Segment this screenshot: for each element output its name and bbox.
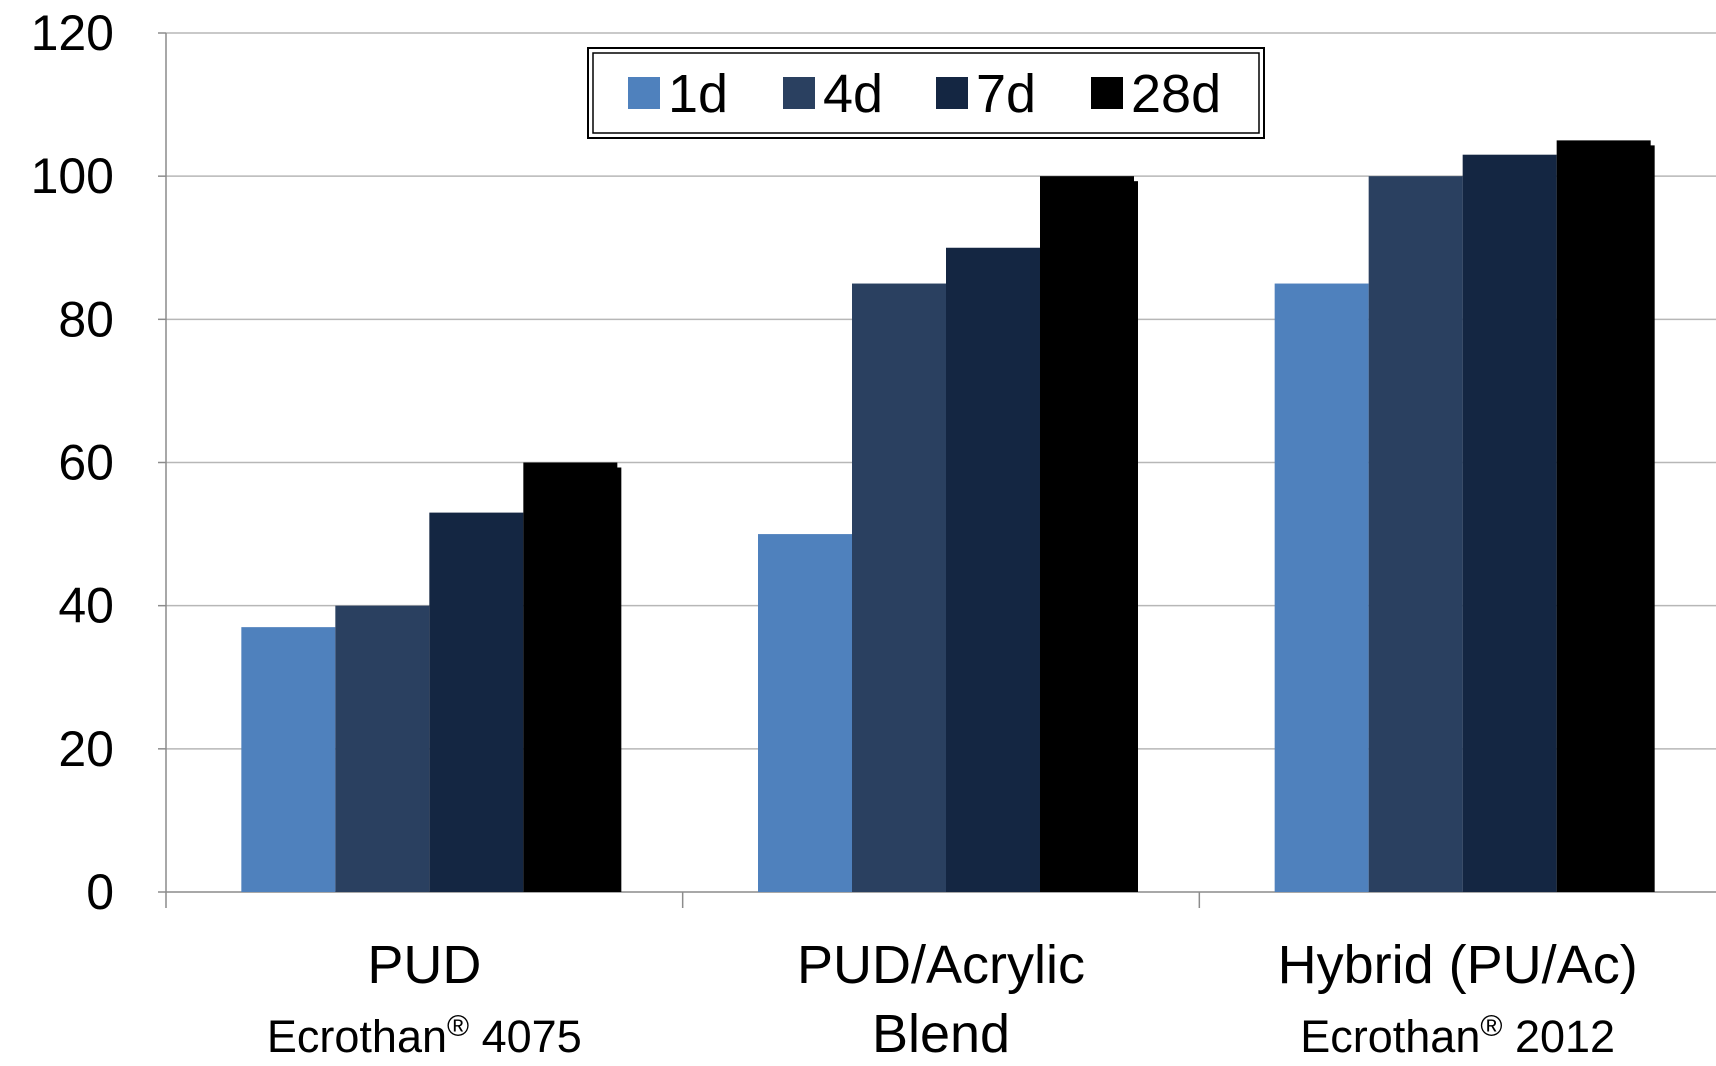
bar-1d-0 [241, 627, 336, 892]
y-tick-label: 40 [58, 578, 114, 634]
bar-4d-0 [335, 605, 430, 892]
category-sublabel: Ecrothan® 2012 [1300, 1010, 1615, 1063]
bar-28d-1 [1040, 176, 1134, 892]
category-sublabel-tail: 2012 [1502, 1011, 1615, 1062]
registered-mark: ® [447, 1010, 469, 1043]
bar-7d-0 [429, 512, 524, 892]
category-label: PUD [367, 935, 481, 995]
bar-7d-2 [1462, 154, 1557, 893]
bar-4d-2 [1368, 176, 1463, 892]
category-sublabel-main: Blend [872, 1004, 1010, 1064]
category-label: Hybrid (PU/Ac) [1278, 935, 1638, 995]
legend-label-7d: 7d [976, 64, 1036, 124]
y-tick-label: 120 [31, 5, 114, 61]
legend-swatch-1d [628, 77, 660, 109]
y-tick-label: 100 [31, 148, 114, 204]
category-sublabel: Blend [872, 1004, 1010, 1064]
legend-swatch-4d [783, 77, 815, 109]
bar-1d-1 [758, 534, 852, 892]
y-tick-labels: 0 20 40 60 80 100 120 [31, 5, 114, 920]
legend-label-28d: 28d [1131, 64, 1221, 124]
legend-label-4d: 4d [823, 64, 883, 124]
bar-1d-2 [1274, 283, 1369, 893]
bar-4d-1 [852, 283, 946, 893]
category-label: PUD/Acrylic [797, 935, 1085, 995]
category-sublabel-tail: 4075 [469, 1011, 582, 1062]
legend-swatch-7d [936, 77, 968, 109]
bars [241, 140, 1655, 893]
category-sublabel-main: Ecrothan [1300, 1011, 1480, 1062]
y-tick-label: 20 [58, 721, 114, 777]
legend-label-1d: 1d [668, 64, 728, 124]
y-tick-label: 80 [58, 291, 114, 347]
legend: 1d 4d 7d 28d [587, 47, 1265, 139]
y-tick-label: 0 [86, 864, 114, 920]
category-sublabel-main: Ecrothan [267, 1011, 447, 1062]
bar-7d-1 [946, 247, 1040, 892]
legend-swatch-28d [1091, 77, 1123, 109]
category-sublabel: Ecrothan® 4075 [267, 1010, 582, 1063]
legend-frame-outer [587, 47, 1265, 139]
bar-28d-2 [1556, 140, 1651, 892]
legend-frame-inner [592, 52, 1260, 134]
bar-28d-0 [523, 462, 618, 892]
y-tick-label: 60 [58, 435, 114, 491]
registered-mark: ® [1480, 1010, 1502, 1043]
